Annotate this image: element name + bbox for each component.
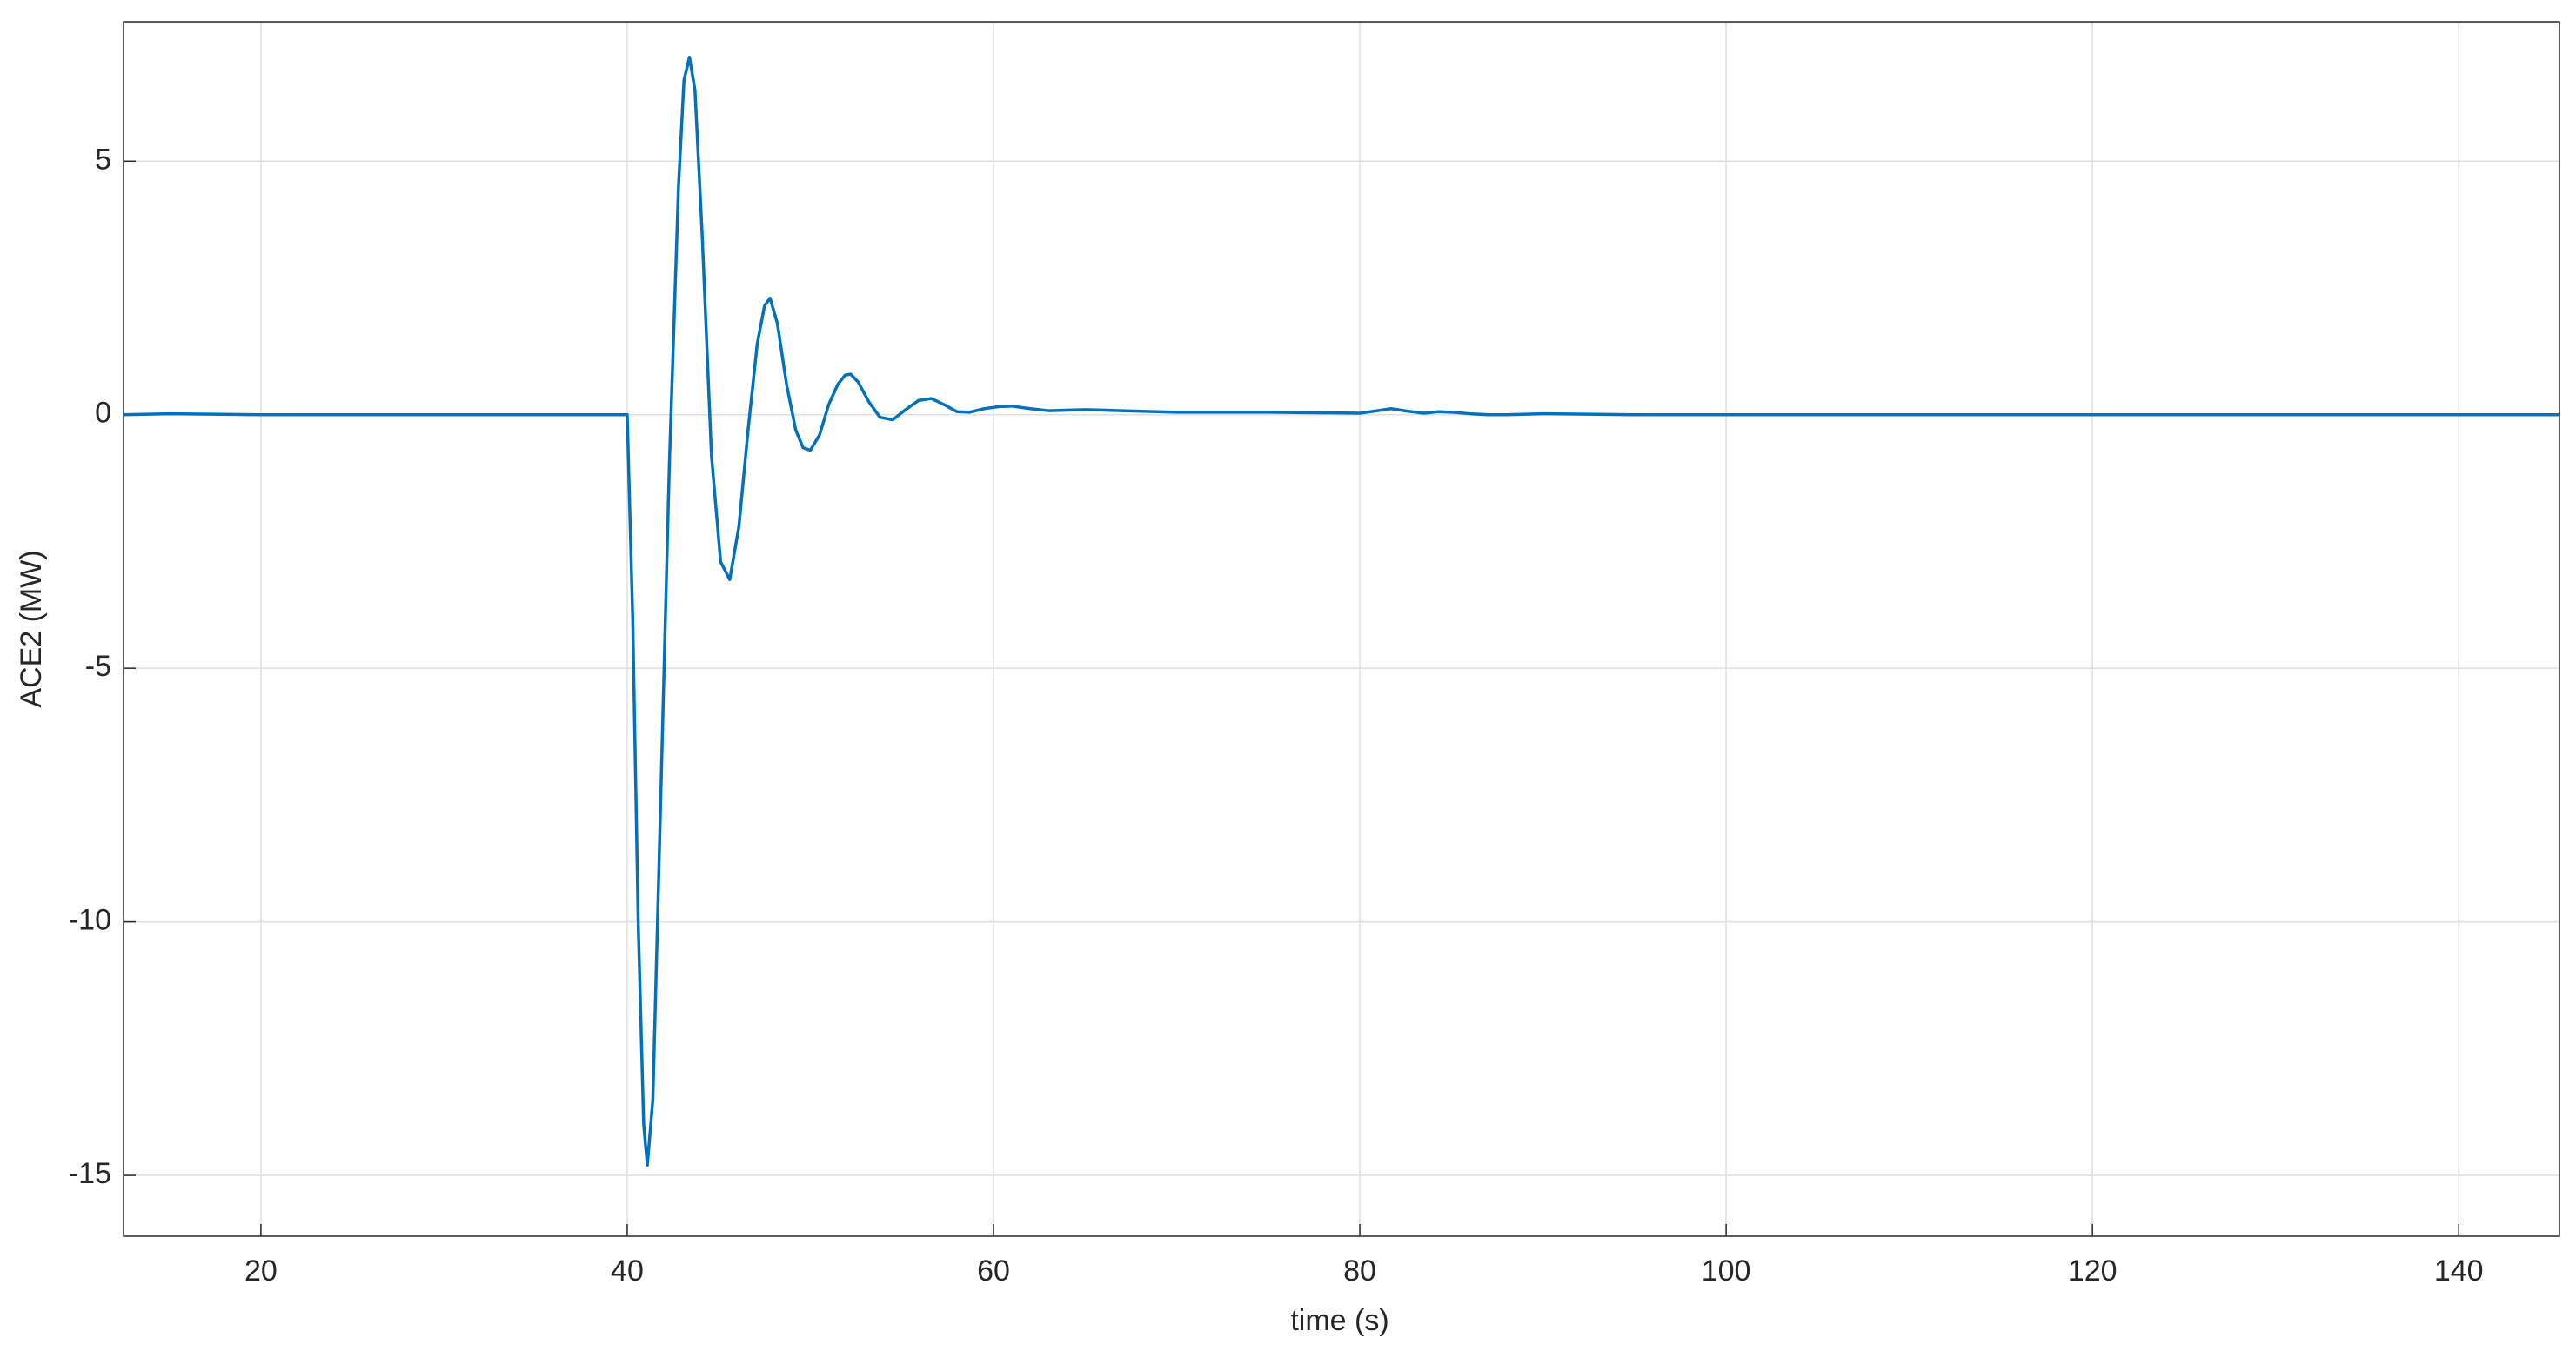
y-tick-label: -10 — [69, 904, 111, 937]
y-axis-label: ACE2 (MW) — [15, 550, 48, 707]
y-tick-label: 0 — [95, 397, 111, 430]
data-line — [123, 56, 2559, 1167]
x-tick-label: 100 — [1702, 1254, 1751, 1288]
y-tick-label: -15 — [69, 1157, 111, 1190]
x-tick-label: 120 — [2068, 1254, 2118, 1288]
x-tick-label: 40 — [611, 1254, 644, 1288]
y-tick-label: -5 — [85, 650, 111, 683]
y-tick-label: 5 — [95, 143, 111, 176]
x-tick-label: 60 — [977, 1254, 1010, 1288]
x-tick-label: 80 — [1343, 1254, 1376, 1288]
x-tick-label: 20 — [244, 1254, 278, 1288]
x-tick-label: 140 — [2434, 1254, 2484, 1288]
axes-box — [123, 21, 2560, 1237]
x-axis-label: time (s) — [1290, 1304, 1388, 1337]
